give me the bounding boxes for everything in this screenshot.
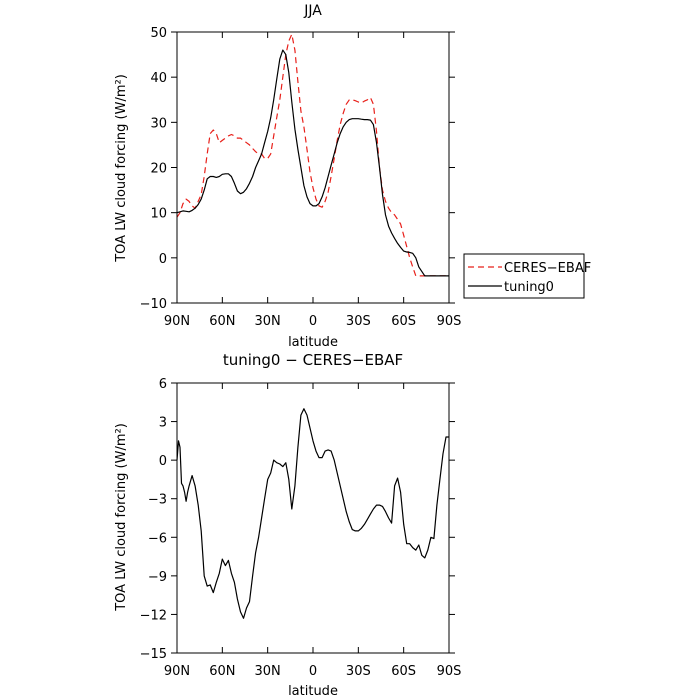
top-ytick-label: 10 — [150, 207, 167, 222]
top-xtick-label: 90S — [437, 314, 462, 329]
legend-label-ceres: CERES−EBAF — [504, 261, 591, 276]
bottom-ytick-label: −3 — [148, 493, 167, 508]
top-xtick-label: 30S — [346, 314, 371, 329]
x-axis-label-top: latitude — [288, 335, 338, 350]
top-ytick-label: 30 — [150, 116, 167, 131]
legend-box — [463, 253, 585, 299]
bottom-xtick-label: 30S — [346, 664, 371, 679]
bottom-xtick-label: 0 — [309, 664, 317, 679]
bottom-ytick-label: −9 — [148, 570, 167, 585]
x-axis-label-bottom: latitude — [288, 684, 338, 699]
top-ytick-label: 20 — [150, 162, 167, 177]
bottom-ytick-label: −12 — [140, 608, 167, 623]
bottom-xtick-label: 90N — [164, 664, 190, 679]
top-ytick-label: 0 — [159, 252, 167, 267]
bottom-axes: 90N 60N 30N 0 30S 60S 90S −15 −12 −9 −6 −3 0 3 6 — [140, 377, 462, 679]
bottom-xtick-label: 60N — [209, 664, 235, 679]
y-axis-label-top: TOA LW cloud forcing (W/m²) — [114, 74, 129, 263]
legend-label-tuning0: tuning0 — [504, 280, 554, 295]
top-ytick-label: 40 — [150, 71, 167, 86]
bottom-ytick-label: −15 — [140, 647, 167, 662]
top-ytick-label: 50 — [150, 26, 167, 41]
bottom-plot-frame — [176, 382, 450, 654]
top-xtick-label: 0 — [309, 314, 317, 329]
top-xtick-label: 60S — [391, 314, 416, 329]
bottom-ytick-label: −6 — [148, 531, 167, 546]
panel-jja: JJA TOA LW cloud forcing (W/m²) latitude… — [114, 3, 461, 350]
top-xtick-label: 30N — [255, 314, 281, 329]
panel-difference: tuning0 − CERES−EBAF TOA LW cloud forcin… — [114, 351, 461, 699]
top-xtick-label: 90N — [164, 314, 190, 329]
bottom-ytick-label: 0 — [159, 454, 167, 469]
bottom-series-line-difference — [176, 408, 449, 619]
bottom-ytick-label: 6 — [159, 377, 167, 392]
chart-title-top: JJA — [303, 3, 322, 19]
bottom-xtick-label: 30N — [255, 664, 281, 679]
top-xtick-label: 60N — [209, 314, 235, 329]
top-plot-frame — [176, 31, 450, 304]
chart-title-bottom: tuning0 − CERES−EBAF — [223, 351, 403, 369]
bottom-series-group — [176, 408, 449, 619]
top-ytick-label: −10 — [140, 297, 167, 312]
top-series-line-tuning0 — [176, 49, 449, 277]
legend: CERES−EBAF tuning0 — [463, 253, 591, 299]
bottom-ytick-label: 3 — [159, 416, 167, 431]
bottom-xtick-label: 60S — [391, 664, 416, 679]
top-series-group — [176, 33, 449, 277]
y-axis-label-bottom: TOA LW cloud forcing (W/m²) — [114, 423, 129, 612]
top-series-line-ceres-ebaf — [176, 33, 449, 277]
top-axes: 90N 60N 30N 0 30S 60S 90S −10 0 10 20 30 40 50 — [140, 26, 462, 329]
bottom-xtick-label: 90S — [437, 664, 462, 679]
